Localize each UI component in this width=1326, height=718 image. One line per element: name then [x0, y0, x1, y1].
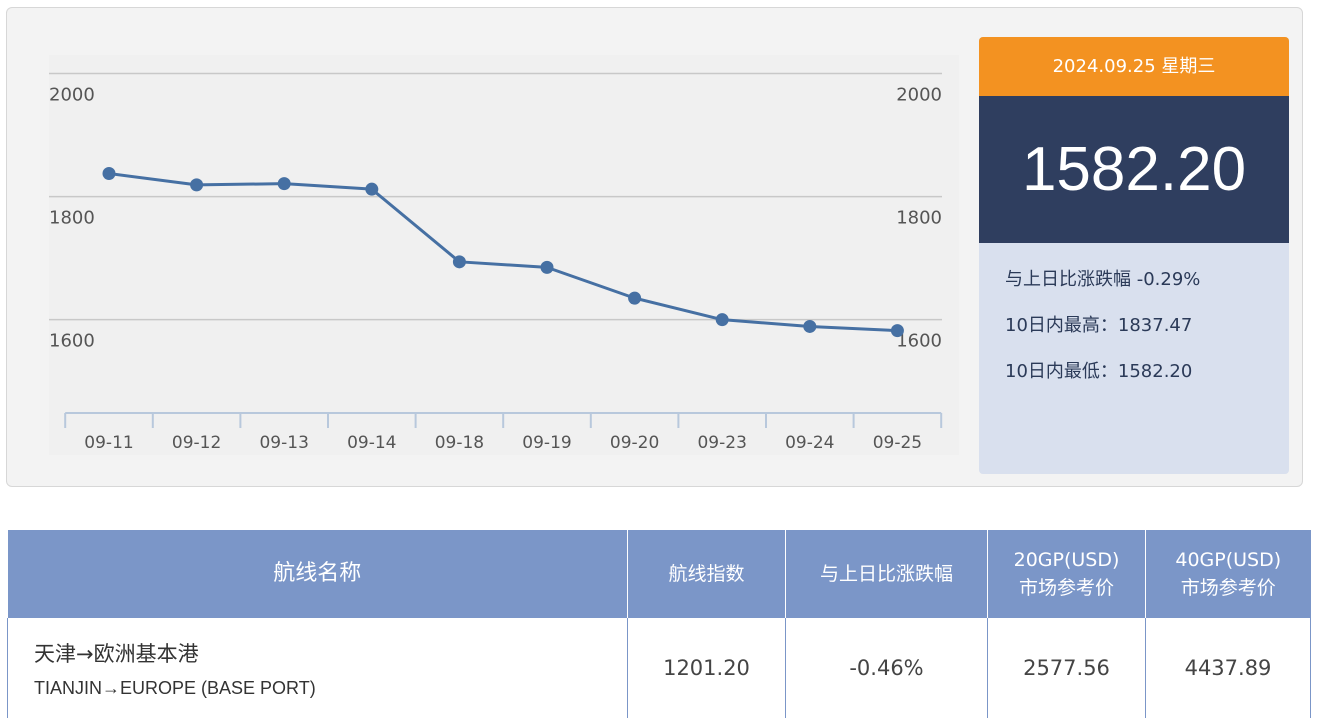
x-tick-label-09-14: 09-14	[347, 433, 396, 453]
data-point-09-14	[365, 182, 379, 196]
data-point-09-11	[102, 167, 116, 181]
series-line	[108, 172, 898, 333]
y-tick-right-1800: 1800	[896, 208, 942, 229]
x-tick-label-09-24: 09-24	[785, 433, 834, 453]
data-point-09-12	[190, 178, 204, 192]
header-change: 与上日比涨跌幅	[785, 530, 988, 618]
header-route-name: 航线名称	[7, 530, 628, 618]
table-header-row: 航线名称 航线指数 与上日比涨跌幅 20GP(USD) 市场参考价 40GP(U…	[7, 530, 1311, 618]
data-point-09-13	[277, 177, 291, 191]
route-name-cell: 天津→欧洲基本港 TIANJIN→EUROPE (BASE PORT)	[7, 618, 628, 718]
route-20gp-cell: 2577.56	[987, 618, 1146, 718]
info-change: 与上日比涨跌幅 -0.29%	[1005, 269, 1201, 290]
x-tick-label-09-25: 09-25	[873, 433, 922, 453]
y-tick-left-1600: 1600	[49, 331, 95, 352]
data-point-09-19	[540, 260, 554, 274]
route-index-cell: 1201.20	[627, 618, 786, 718]
info-stats: 与上日比涨跌幅 -0.29% 10日内最高：1837.47 10日内最低：158…	[979, 243, 1289, 403]
header-20gp: 20GP(USD) 市场参考价	[987, 530, 1146, 618]
data-point-09-24	[803, 319, 817, 333]
info-card: 2024.09.25 星期三 1582.20 与上日比涨跌幅 -0.29% 10…	[979, 37, 1289, 474]
route-table: 航线名称 航线指数 与上日比涨跌幅 20GP(USD) 市场参考价 40GP(U…	[7, 530, 1311, 718]
x-tick-label-09-18: 09-18	[435, 433, 484, 453]
route-40gp-cell: 4437.89	[1145, 618, 1311, 718]
route-change-cell: -0.46%	[785, 618, 988, 718]
chart-panel: 2000 2000 1800 1800 1600 1600 09-11 09-12 09-13 0…	[6, 7, 1303, 487]
y-tick-left-1800: 1800	[49, 208, 95, 229]
data-point-09-25	[890, 324, 904, 338]
header-40gp: 40GP(USD) 市场参考价	[1145, 530, 1311, 618]
route-name-cn: 天津→欧洲基本港	[34, 641, 199, 666]
x-tick-label-09-20: 09-20	[610, 433, 659, 453]
data-point-09-20	[628, 291, 642, 305]
info-low: 10日内最低：1582.20	[1005, 361, 1193, 382]
y-tick-left-2000: 2000	[49, 84, 95, 105]
route-name-en: TIANJIN→EUROPE (BASE PORT)	[34, 677, 316, 698]
x-tick-label-09-12: 09-12	[172, 433, 221, 453]
y-tick-right-2000: 2000	[896, 84, 942, 105]
chart-area: 2000 2000 1800 1800 1600 1600 09-11 09-12 09-13 0…	[49, 55, 959, 455]
y-tick-right-1600: 1600	[896, 331, 942, 352]
table-row: 天津→欧洲基本港 TIANJIN→EUROPE (BASE PORT) 1201…	[7, 618, 1311, 718]
index-line-chart: 2000 2000 1800 1800 1600 1600 09-11 09-12 09-13 0…	[49, 72, 943, 453]
data-point-09-23	[715, 313, 729, 327]
data-point-09-18	[452, 255, 466, 269]
x-tick-label-09-11: 09-11	[84, 433, 133, 453]
x-tick-label-09-13: 09-13	[259, 433, 308, 453]
x-tick-label-09-19: 09-19	[522, 433, 571, 453]
info-date: 2024.09.25 星期三	[979, 37, 1289, 96]
header-route-index: 航线指数	[627, 530, 786, 618]
info-high: 10日内最高：1837.47	[1005, 315, 1193, 336]
info-current-value: 1582.20	[979, 96, 1289, 243]
x-tick-label-09-23: 09-23	[697, 433, 746, 453]
